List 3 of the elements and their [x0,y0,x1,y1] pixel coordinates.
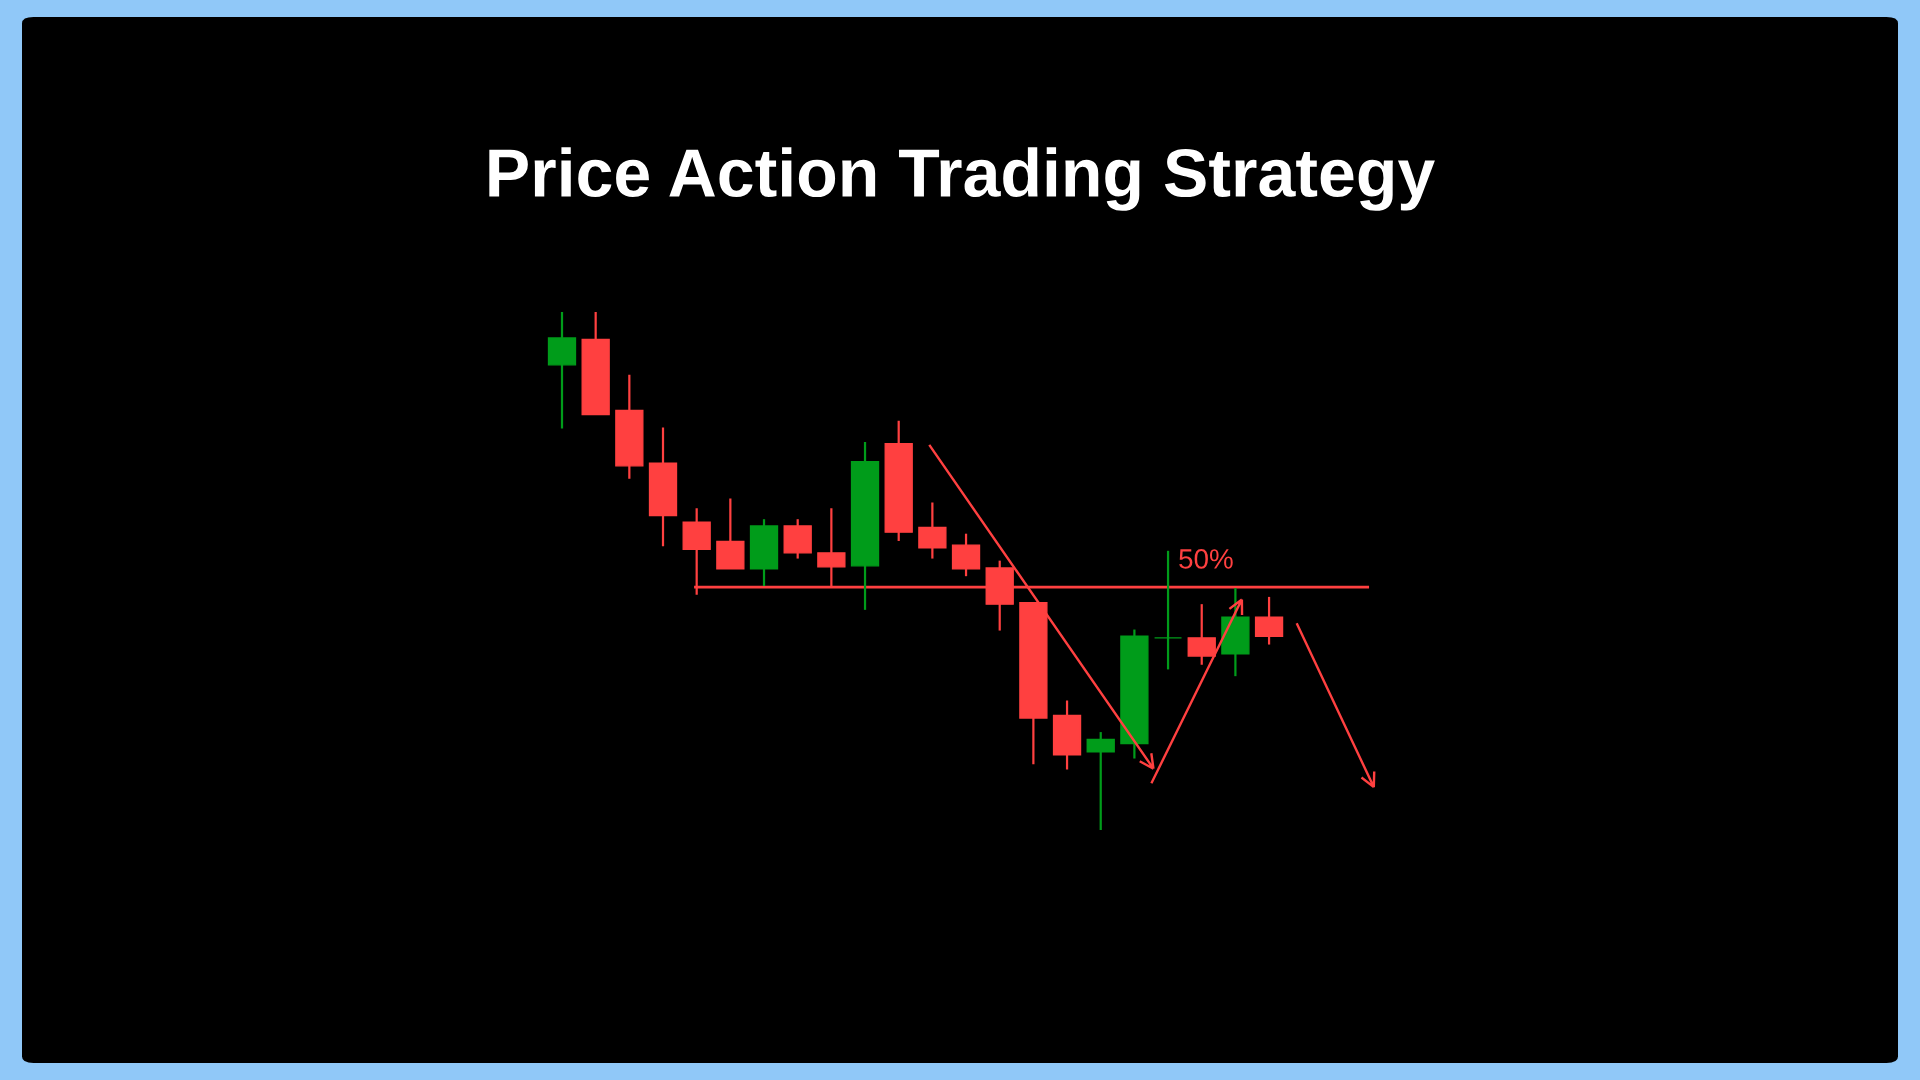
chart-title: Price Action Trading Strategy [489,147,1435,211]
candlestick [1086,730,1115,832]
annotation: 50% [1179,549,1233,569]
